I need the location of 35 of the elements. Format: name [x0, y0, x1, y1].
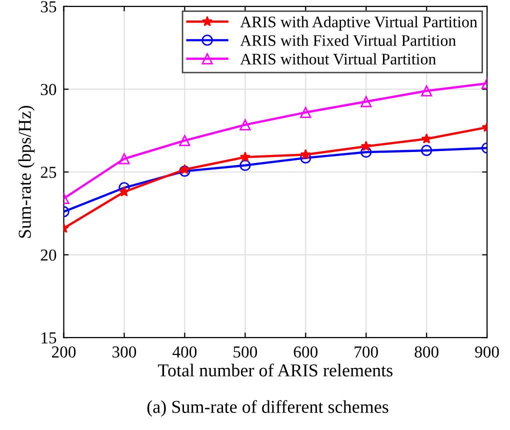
legend-label: ARIS without Virtual Partition: [240, 53, 436, 65]
legend-label: ARIS with Fixed Virtual Partition: [240, 34, 456, 46]
point: [179, 134, 190, 146]
point: [240, 119, 251, 130]
point: [360, 140, 372, 151]
y-tick-label: 20: [40, 249, 56, 261]
x-tick-label: 300: [112, 346, 136, 358]
x-tick-label: 700: [354, 346, 378, 358]
y-tick-label: 35: [40, 1, 56, 12]
x-tick-label: 200: [52, 346, 76, 358]
point: [421, 133, 432, 144]
point: [118, 186, 130, 196]
point: [118, 153, 130, 164]
point: [300, 106, 312, 118]
y-tick-label: 30: [40, 84, 56, 96]
point: [360, 96, 372, 108]
y-tick-label: 25: [40, 166, 56, 178]
point: [421, 144, 432, 156]
y-axis-title: Sum-rate (bps/Hz): [18, 106, 35, 238]
x-tick-label: 400: [172, 346, 197, 358]
text: (a) Sum-rate of different schemes: [147, 400, 388, 417]
point: [179, 164, 190, 174]
legend-label: ARIS with Adaptive Virtual Partition: [240, 16, 478, 31]
point: [360, 146, 372, 158]
point: [421, 85, 432, 96]
x-tick-label: 500: [234, 346, 258, 358]
point: [240, 152, 250, 162]
x-tick-label: 600: [294, 346, 318, 358]
x-tick-label: 800: [414, 346, 438, 358]
point: [240, 160, 251, 171]
x-axis-title: Total number of ARIS relements: [158, 364, 392, 376]
y-tick-label: 15: [42, 332, 56, 344]
point: [300, 149, 311, 160]
point: [179, 166, 190, 177]
x-tick-label: 900: [475, 346, 499, 358]
